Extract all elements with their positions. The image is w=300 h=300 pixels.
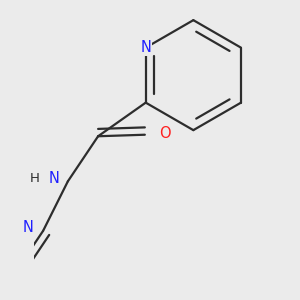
Text: O: O (159, 126, 170, 141)
Text: H: H (29, 172, 39, 185)
Text: N: N (140, 40, 151, 55)
Text: N: N (49, 171, 59, 186)
Text: N: N (23, 220, 34, 235)
